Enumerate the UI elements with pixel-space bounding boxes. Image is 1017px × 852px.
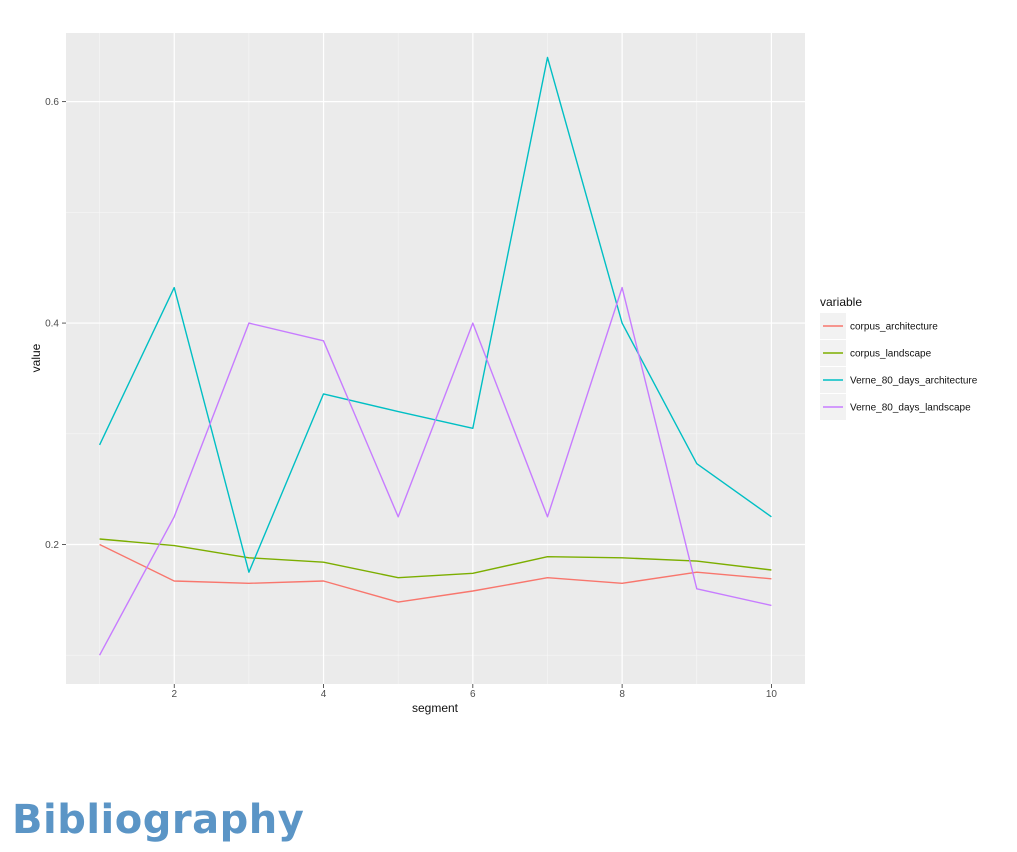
x-tick-label: 6 [470, 689, 476, 700]
y-axis-ticks: 0.2 0.4 0.6 [45, 97, 66, 551]
y-tick-label: 0.6 [45, 97, 59, 108]
legend-label: Verne_80_days_landscape [850, 403, 971, 414]
y-tick-label: 0.4 [45, 319, 59, 330]
bibliography-heading: Bibliography [12, 797, 305, 843]
legend-label: Verne_80_days_architecture [850, 376, 978, 387]
x-tick-label: 2 [171, 689, 177, 700]
x-axis-title: segment [412, 701, 459, 715]
y-axis-title: value [29, 343, 43, 372]
x-tick-label: 4 [321, 689, 327, 700]
grid-major [66, 33, 805, 684]
plot-panel [66, 33, 805, 684]
grid-minor [66, 33, 805, 684]
series-line-verne-80-days-landscape [98, 286, 772, 656]
legend-title: variable [820, 295, 862, 309]
y-tick-label: 0.2 [45, 540, 59, 551]
line-chart: 2 4 6 8 10 0.20.40.6 segment value variable … [29, 33, 978, 715]
series-lines [98, 56, 772, 656]
legend: corpus_architecture corpus_landscape Verne… [820, 313, 978, 420]
series-line-corpus-architecture [99, 543, 772, 603]
x-tick-label: 8 [619, 689, 625, 700]
x-tick-label: 10 [766, 689, 778, 700]
legend-label: corpus_architecture [850, 322, 938, 333]
legend-label: corpus_landscape [850, 349, 932, 360]
x-axis-ticks: 2 4 6 8 10 [171, 684, 777, 700]
series-line-corpus-landscape [99, 538, 772, 579]
